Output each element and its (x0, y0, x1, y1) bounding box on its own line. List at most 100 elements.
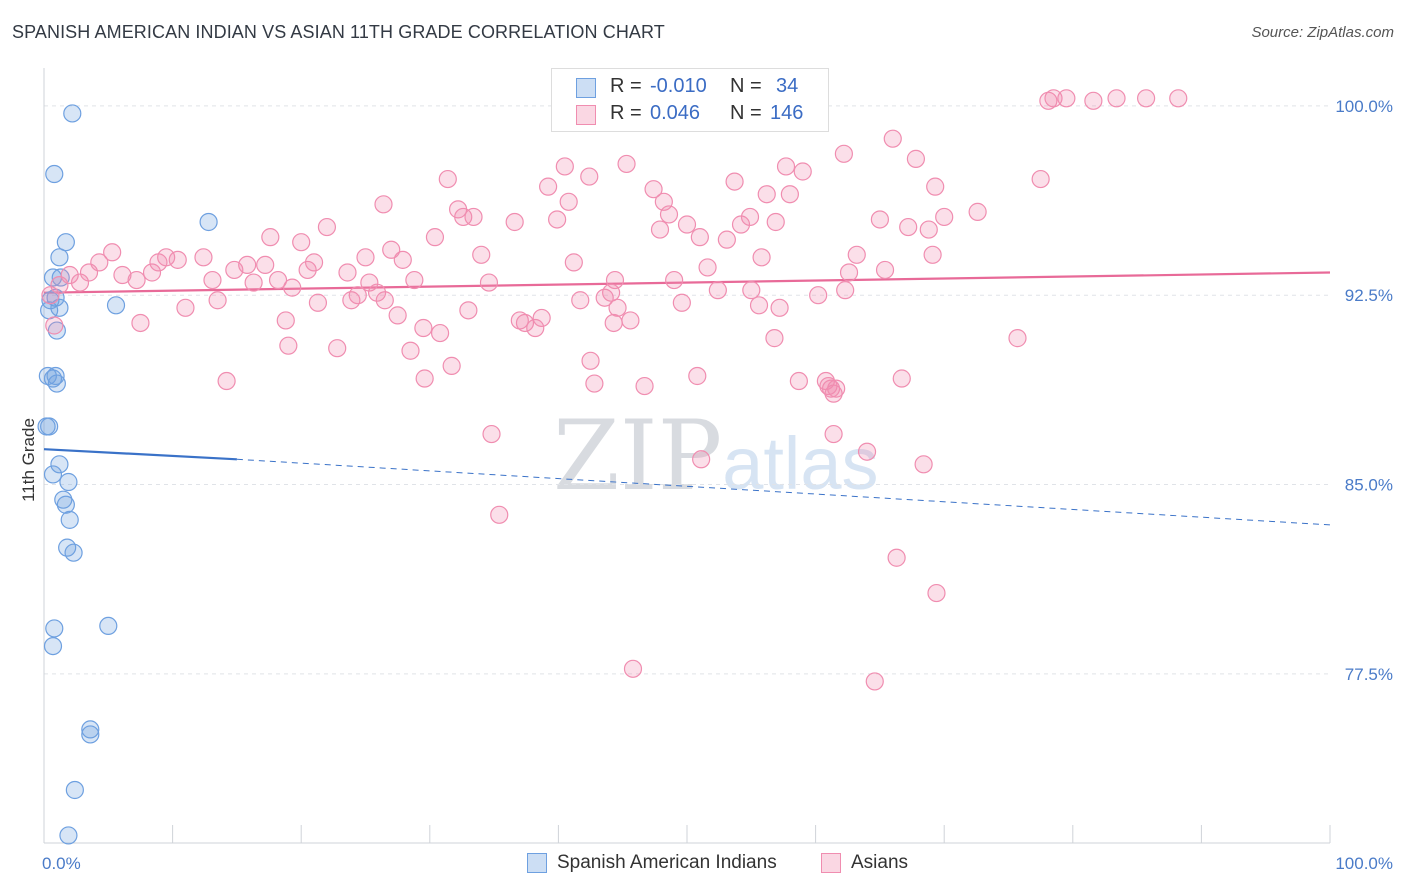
legend-label: Spanish American Indians (557, 852, 777, 873)
data-point (672, 293, 691, 312)
y-axis-label: 11th Grade (19, 418, 38, 502)
data-point (47, 374, 66, 393)
watermark-zip: ZIP (553, 400, 723, 512)
data-point (217, 371, 236, 391)
legend-swatch-blue (576, 78, 596, 98)
data-point (238, 255, 257, 275)
data-point (328, 339, 347, 358)
data-point (539, 177, 558, 196)
data-point (617, 154, 636, 174)
data-point (47, 321, 66, 340)
data-point (793, 162, 812, 181)
data-point (765, 329, 784, 348)
tick-labels: 100.0% 92.5% 85.0% 77.5% 0.0% 100.0% (42, 97, 1393, 873)
data-point (698, 258, 717, 277)
data-point (388, 306, 407, 325)
data-point (824, 384, 843, 403)
data-point (194, 248, 213, 267)
legend-swatch-pink (576, 105, 596, 125)
trend-line-extension (236, 458, 1331, 526)
data-point (276, 311, 295, 330)
data-point (914, 455, 933, 474)
data-point (142, 263, 162, 282)
data-point (292, 233, 311, 252)
data-point (59, 472, 78, 492)
data-point (46, 366, 65, 386)
data-point (605, 270, 625, 290)
data-point (580, 167, 599, 186)
data-point (1031, 169, 1050, 189)
data-point (770, 298, 789, 317)
data-point (261, 228, 280, 247)
data-point (256, 255, 275, 275)
data-point (809, 286, 828, 305)
data-point (90, 253, 109, 272)
trend-lines (43, 271, 1331, 526)
data-point (749, 296, 769, 315)
legend-n-value: 146 (770, 102, 804, 124)
data-point (923, 245, 942, 264)
data-point (338, 263, 357, 282)
data-point (65, 780, 84, 800)
data-point (515, 313, 535, 333)
data-point (308, 293, 328, 312)
data-point (127, 270, 146, 290)
data-point (926, 177, 945, 196)
data-point (106, 296, 126, 315)
data-point (821, 379, 841, 398)
x-tick-label: 100.0% (1335, 854, 1393, 873)
data-point (717, 230, 736, 249)
data-point (892, 369, 911, 388)
data-point (776, 157, 796, 176)
data-point (490, 505, 509, 524)
data-point (919, 220, 938, 239)
data-points (37, 89, 1188, 845)
data-point (692, 450, 711, 469)
data-point (604, 313, 623, 333)
data-point (650, 220, 670, 239)
data-point (199, 212, 218, 232)
data-point (834, 144, 853, 163)
data-point (283, 278, 302, 297)
data-point (43, 465, 63, 484)
data-point (875, 260, 895, 280)
data-point (847, 245, 866, 264)
data-point (268, 270, 288, 290)
data-point (244, 273, 263, 292)
data-point (725, 172, 744, 191)
legend-n-label: N = (730, 75, 762, 97)
trend-line (43, 448, 237, 461)
y-tick-label: 77.5% (1345, 665, 1393, 684)
data-point (401, 341, 420, 360)
series-asians (41, 89, 1188, 691)
data-point (510, 311, 529, 330)
data-point (677, 215, 697, 234)
watermark: ZIPatlas (553, 400, 879, 512)
data-point (45, 316, 64, 335)
data-point (555, 157, 574, 176)
data-point (414, 318, 433, 338)
axes (43, 68, 1331, 844)
data-point (532, 308, 551, 328)
legend-r-value: -0.010 (650, 75, 707, 97)
data-point (454, 207, 473, 227)
data-point (883, 129, 902, 148)
data-point (1107, 89, 1126, 108)
data-point (464, 207, 483, 227)
series-spanish-american-indians (37, 104, 218, 845)
data-point (1137, 89, 1156, 108)
data-point (304, 253, 324, 272)
data-point (865, 672, 884, 691)
gridlines (44, 105, 1330, 675)
data-point (752, 248, 771, 267)
data-point (208, 291, 227, 310)
data-point (659, 205, 679, 224)
data-point (279, 336, 298, 355)
source-credit: Source: ZipAtlas.com (1251, 24, 1394, 41)
data-point (60, 510, 79, 529)
data-point (375, 291, 394, 310)
legend-r-label: R = (610, 75, 642, 97)
data-point (581, 351, 600, 370)
data-point (99, 616, 118, 635)
data-point (1008, 329, 1027, 348)
